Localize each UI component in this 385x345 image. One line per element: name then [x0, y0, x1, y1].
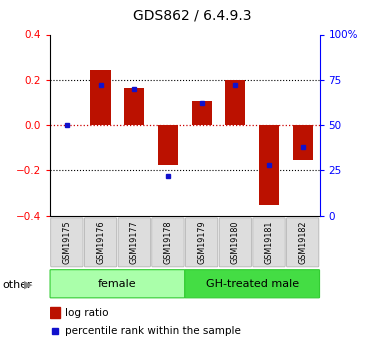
- Text: log ratio: log ratio: [65, 308, 108, 317]
- FancyBboxPatch shape: [51, 218, 83, 267]
- FancyBboxPatch shape: [286, 218, 319, 267]
- Text: GH-treated male: GH-treated male: [206, 279, 299, 289]
- Text: GDS862 / 6.4.9.3: GDS862 / 6.4.9.3: [133, 9, 252, 23]
- Text: female: female: [98, 279, 137, 289]
- Bar: [158, 125, 178, 165]
- FancyBboxPatch shape: [186, 218, 218, 267]
- Bar: [225, 80, 246, 125]
- FancyBboxPatch shape: [185, 270, 320, 298]
- Bar: [90, 70, 111, 125]
- Bar: [50, 307, 60, 318]
- FancyBboxPatch shape: [50, 270, 185, 298]
- Text: GSM19181: GSM19181: [264, 221, 273, 264]
- Bar: [293, 125, 313, 160]
- Text: GSM19180: GSM19180: [231, 221, 240, 264]
- FancyBboxPatch shape: [152, 218, 184, 267]
- Text: GSM19178: GSM19178: [164, 220, 172, 264]
- Text: GSM19182: GSM19182: [298, 220, 307, 264]
- Text: other: other: [2, 280, 32, 289]
- Text: GSM19177: GSM19177: [130, 220, 139, 264]
- Text: GSM19175: GSM19175: [62, 220, 71, 264]
- Text: percentile rank within the sample: percentile rank within the sample: [65, 326, 241, 335]
- FancyBboxPatch shape: [84, 218, 117, 267]
- FancyBboxPatch shape: [118, 218, 151, 267]
- Text: GSM19179: GSM19179: [197, 220, 206, 264]
- FancyBboxPatch shape: [219, 218, 251, 267]
- Bar: [124, 88, 144, 125]
- Bar: [192, 101, 212, 125]
- Bar: [259, 125, 279, 205]
- Text: GSM19176: GSM19176: [96, 220, 105, 264]
- FancyBboxPatch shape: [253, 218, 285, 267]
- Text: ▶: ▶: [23, 280, 32, 289]
